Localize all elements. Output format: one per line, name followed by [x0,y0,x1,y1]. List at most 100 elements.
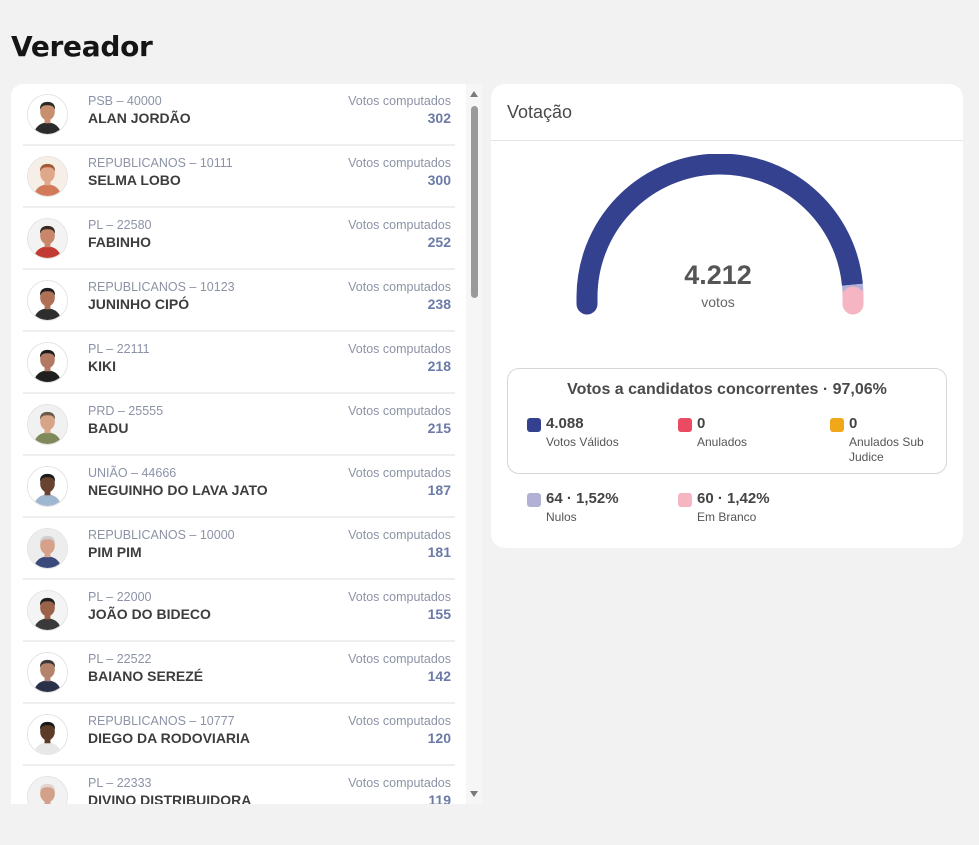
candidate-name: NEGUINHO DO LAVA JATO [88,482,268,498]
scroll-down-arrow-icon[interactable] [470,791,478,797]
candidate-name: DIVINO DISTRIBUIDORA [88,792,252,804]
votes-value: 238 [427,296,451,312]
candidate-avatar [27,652,68,693]
candidate-name: PIM PIM [88,544,142,560]
votacao-title: Votação [507,102,573,122]
concorrentes-title: Votos a candidatos concorrentes · 97,06% [567,381,887,398]
candidate-list[interactable]: PSB – 40000 ALAN JORDÃO Votos computados 30… [11,84,466,804]
votes-value: 252 [427,234,451,250]
candidate-name: FABINHO [88,234,151,250]
votes-label: Votos computados [348,404,451,418]
candidate-row[interactable]: REPUBLICANOS – 10000 PIM PIM Votos computa… [23,518,455,580]
votes-label: Votos computados [348,94,451,108]
votacao-panel: Votação 4.212 votos Votos a candidatos c… [491,84,963,548]
votes-label: Votos computados [348,528,451,542]
votes-label: Votos computados [348,342,451,356]
candidate-avatar [27,156,68,197]
stat-label: Em Branco [697,510,757,524]
candidate-name: BADU [88,420,129,436]
votes-value: 119 [428,792,451,804]
candidate-avatar [27,776,68,804]
candidate-row[interactable]: PL – 22111 KIKI Votos computados 218 [23,332,455,394]
votes-label: Votos computados [348,590,451,604]
candidate-row[interactable]: PSB – 40000 ALAN JORDÃO Votos computados 30… [23,84,455,146]
anulados-swatch [678,418,692,432]
votes-label: Votos computados [348,280,451,294]
candidate-row[interactable]: UNIÃO – 44666 NEGUINHO DO LAVA JATO Votos … [23,456,455,518]
candidate-name: BAIANO SEREZÉ [88,668,204,684]
candidate-party: PL – 22333 [88,776,152,790]
stat-label: Votos Válidos [546,435,619,449]
votes-value: 155 [427,606,451,622]
votacao-header: Votação [491,84,963,141]
votes-value: 218 [427,358,451,374]
candidate-avatar [27,218,68,259]
candidate-party: PRD – 25555 [88,404,164,418]
gauge-unit: votos [701,294,735,310]
candidate-avatar [27,528,68,569]
stat-value: 4.088 [546,415,584,432]
candidate-row[interactable]: PL – 22333 DIVINO DISTRIBUIDORA Votos comp… [23,766,455,804]
candidate-name: ALAN JORDÃO [88,110,191,126]
concorrentes-box: Votos a candidatos concorrentes · 97,06%… [507,368,947,474]
candidate-name: SELMA LOBO [88,172,181,188]
votos-validos-swatch [527,418,541,432]
candidate-party: REPUBLICANOS – 10777 [88,714,235,728]
candidate-row[interactable]: PL – 22000 JOÃO DO BIDECO Votos computados… [23,580,455,642]
candidate-avatar [27,280,68,321]
votes-label: Votos computados [348,156,451,170]
stat-label: Anulados [697,435,748,449]
votes-label: Votos computados [348,714,451,728]
candidate-avatar [27,342,68,383]
gauge-segment-votos-v-lidos [576,154,863,298]
page-title: Vereador [11,30,153,63]
candidate-avatar [27,404,68,445]
candidate-avatar [27,590,68,631]
votes-value: 187 [427,482,451,498]
candidate-party: REPUBLICANOS – 10123 [88,280,235,294]
candidate-name: DIEGO DA RODOVIARIA [88,730,251,746]
list-scrollbar[interactable] [466,84,482,804]
candidate-party: REPUBLICANOS – 10111 [88,156,233,170]
nulos-swatch [527,493,541,507]
votes-value: 300 [427,172,451,188]
votes-label: Votos computados [348,218,451,232]
candidate-row[interactable]: REPUBLICANOS – 10777 DIEGO DA RODOVIARIA V… [23,704,455,766]
gauge-total: 4.212 [684,260,752,290]
votes-label: Votos computados [348,776,451,790]
stat-value: 64 · 1,52% [546,490,619,507]
stat-value: 60 · 1,42% [697,490,770,507]
votes-label: Votos computados [348,652,451,666]
candidate-party: REPUBLICANOS – 10000 [88,528,235,542]
votes-value: 181 [427,544,451,560]
em-branco-swatch [678,493,692,507]
candidate-party: PL – 22000 [88,590,152,604]
votes-label: Votos computados [348,466,451,480]
votes-value: 142 [427,668,451,684]
candidate-row[interactable]: REPUBLICANOS – 10111 SELMA LOBO Votos comp… [23,146,455,208]
candidate-name: JOÃO DO BIDECO [88,606,211,622]
votes-value: 120 [427,730,451,746]
candidate-name: JUNINHO CIPÓ [88,296,190,312]
candidate-row[interactable]: REPUBLICANOS – 10123 JUNINHO CIPÓ Votos co… [23,270,455,332]
candidate-row[interactable]: PL – 22522 BAIANO SEREZÉ Votos computados 1… [23,642,455,704]
candidate-row[interactable]: PRD – 25555 BADU Votos computados 215 [23,394,455,456]
candidate-avatar [27,466,68,507]
candidate-party: UNIÃO – 44666 [88,466,177,480]
votes-value: 215 [427,420,451,436]
candidate-avatar [27,714,68,755]
candidate-party: PSB – 40000 [88,94,162,108]
candidate-list-panel: PSB – 40000 ALAN JORDÃO Votos computados 30… [11,84,482,804]
scroll-thumb[interactable] [471,106,478,298]
stat-label: Anulados Sub Judice [849,435,924,464]
candidate-party: PL – 22111 [88,342,150,356]
votes-gauge [576,154,864,315]
scroll-up-arrow-icon[interactable] [470,91,478,97]
candidate-avatar [27,94,68,135]
candidate-party: PL – 22522 [88,652,152,666]
votes-value: 302 [427,110,451,126]
anulados-sub-judice-swatch [830,418,844,432]
candidate-row[interactable]: PL – 22580 FABINHO Votos computados 252 [23,208,455,270]
stat-value: 0 [849,415,858,432]
stat-label: Nulos [546,510,577,524]
